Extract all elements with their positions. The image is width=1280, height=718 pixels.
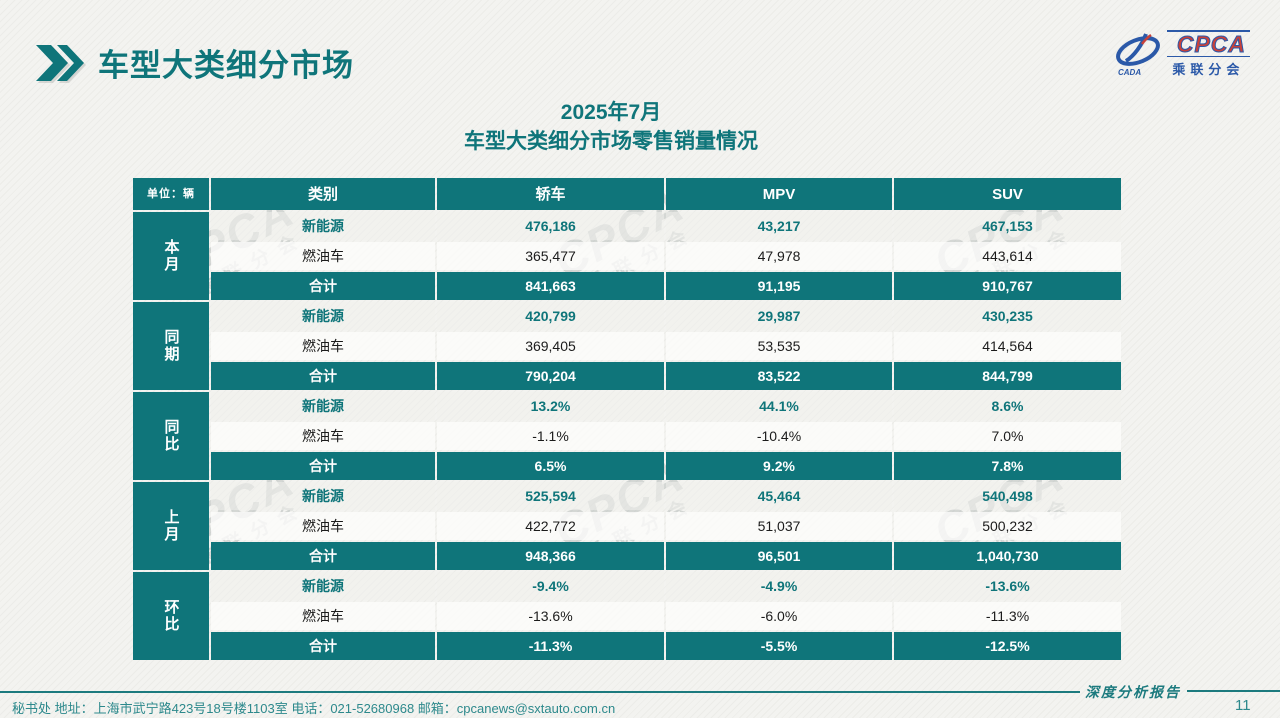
- value-cell: 841,663: [437, 272, 664, 300]
- row-label: 燃油车: [211, 512, 435, 540]
- value-cell: 910,767: [894, 272, 1121, 300]
- row-label: 新能源: [211, 302, 435, 330]
- value-cell: 7.0%: [894, 422, 1121, 450]
- page-number: 11: [1235, 697, 1251, 714]
- value-cell: 7.8%: [894, 452, 1121, 480]
- value-cell: 13.2%: [437, 392, 664, 420]
- sales-table: 单位：辆 类别 轿车 MPV SUV 本月 新能源 476,186 43,217…: [133, 178, 1121, 660]
- value-cell: 9.2%: [666, 452, 892, 480]
- value-cell: -12.5%: [894, 632, 1121, 660]
- value-cell: 53,535: [666, 332, 892, 360]
- svg-text:CADA: CADA: [1118, 68, 1141, 77]
- value-cell: 96,501: [666, 542, 892, 570]
- subtitle-text: 车型大类细分市场零售销量情况: [464, 130, 758, 153]
- value-cell: 365,477: [437, 242, 664, 270]
- column-header-suv: SUV: [894, 178, 1121, 210]
- value-cell: -1.1%: [437, 422, 664, 450]
- value-cell: -4.9%: [666, 572, 892, 600]
- value-cell: 948,366: [437, 542, 664, 570]
- value-cell: 844,799: [894, 362, 1121, 390]
- row-group-label: 同期: [133, 302, 209, 390]
- row-group-label: 上月: [133, 482, 209, 570]
- row-label: 合计: [211, 272, 435, 300]
- row-label: 燃油车: [211, 422, 435, 450]
- logo-acronym: CPCA: [1166, 30, 1250, 57]
- cpca-logo: CADA CPCA 乘联分会: [1112, 30, 1250, 78]
- value-cell: 43,217: [666, 212, 892, 240]
- value-cell: -11.3%: [437, 632, 664, 660]
- value-cell: 525,594: [437, 482, 664, 510]
- page-title: 车型大类细分市场: [98, 48, 354, 83]
- value-cell: 540,498: [894, 482, 1121, 510]
- row-label: 燃油车: [211, 332, 435, 360]
- column-header-category: 类别: [211, 178, 435, 210]
- row-label: 合计: [211, 632, 435, 660]
- row-label: 合计: [211, 542, 435, 570]
- value-cell: 6.5%: [437, 452, 664, 480]
- value-cell: 476,186: [437, 212, 664, 240]
- value-cell: 8.6%: [894, 392, 1121, 420]
- value-cell: -6.0%: [666, 602, 892, 630]
- row-label: 燃油车: [211, 602, 435, 630]
- value-cell: 45,464: [666, 482, 892, 510]
- footer-divider-right: [1187, 690, 1280, 692]
- value-cell: -5.5%: [666, 632, 892, 660]
- logo-chinese-name: 乘联分会: [1172, 62, 1245, 77]
- row-label: 新能源: [211, 392, 435, 420]
- double-chevron-icon: [36, 44, 84, 81]
- value-cell: 414,564: [894, 332, 1121, 360]
- value-cell: 790,204: [437, 362, 664, 390]
- row-label: 合计: [211, 362, 435, 390]
- value-cell: 420,799: [437, 302, 664, 330]
- value-cell: 422,772: [437, 512, 664, 540]
- value-cell: -10.4%: [666, 422, 892, 450]
- table-title: 2025年7月 车型大类细分市场零售销量情况: [0, 100, 1222, 155]
- row-label: 合计: [211, 452, 435, 480]
- value-cell: 1,040,730: [894, 542, 1121, 570]
- value-cell: 83,522: [666, 362, 892, 390]
- value-cell: -11.3%: [894, 602, 1121, 630]
- row-group-label: 同比: [133, 392, 209, 480]
- value-cell: 44.1%: [666, 392, 892, 420]
- footer-contact-info: 秘书处 地址：上海市武宁路423号18号楼1103室 电话：021-526809…: [12, 701, 616, 716]
- value-cell: 467,153: [894, 212, 1121, 240]
- footer-divider-left: [0, 691, 1080, 693]
- value-cell: -13.6%: [437, 602, 664, 630]
- column-header-mpv: MPV: [666, 178, 892, 210]
- value-cell: 430,235: [894, 302, 1121, 330]
- row-group-label: 环比: [133, 572, 209, 660]
- value-cell: -13.6%: [894, 572, 1121, 600]
- value-cell: -9.4%: [437, 572, 664, 600]
- row-label: 新能源: [211, 572, 435, 600]
- value-cell: 500,232: [894, 512, 1121, 540]
- row-label: 新能源: [211, 212, 435, 240]
- value-cell: 369,405: [437, 332, 664, 360]
- column-header-sedan: 轿车: [437, 178, 664, 210]
- report-type-badge: 深度分析报告: [1085, 686, 1181, 701]
- value-cell: 51,037: [666, 512, 892, 540]
- value-cell: 443,614: [894, 242, 1121, 270]
- subtitle-period: 2025年7月: [560, 101, 662, 124]
- row-group-label: 本月: [133, 212, 209, 300]
- value-cell: 47,978: [666, 242, 892, 270]
- cpca-emblem-icon: CADA: [1115, 33, 1160, 77]
- title-bar: 车型大类细分市场: [36, 40, 354, 85]
- unit-label: 单位：辆: [133, 178, 209, 210]
- row-label: 新能源: [211, 482, 435, 510]
- value-cell: 91,195: [666, 272, 892, 300]
- row-label: 燃油车: [211, 242, 435, 270]
- value-cell: 29,987: [666, 302, 892, 330]
